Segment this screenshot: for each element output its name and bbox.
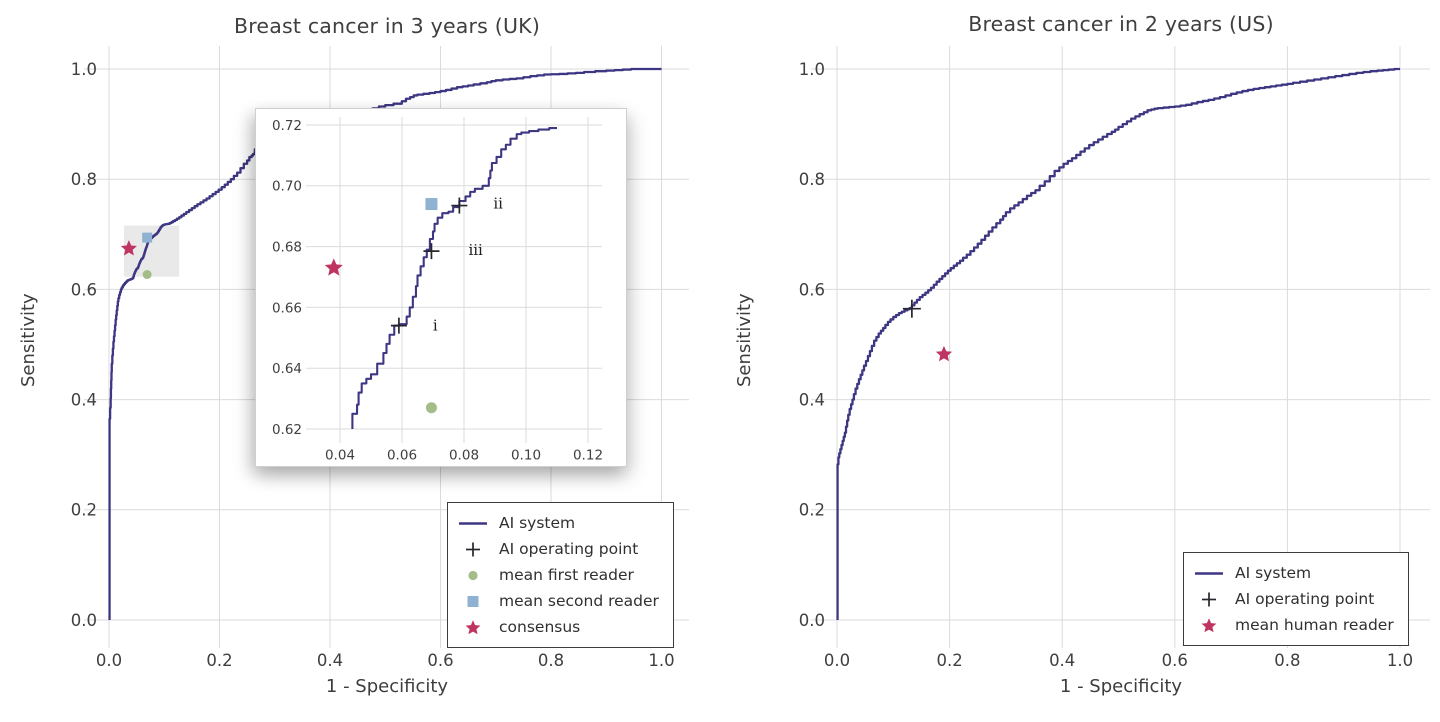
operating-point-label: i bbox=[433, 317, 438, 335]
y-tick-label: 1.0 bbox=[799, 60, 825, 79]
legend-item-label: AI operating point bbox=[499, 540, 639, 558]
legend-item-ai-operating-point: AI operating point bbox=[456, 537, 659, 561]
legend-item-mean-first-reader: mean first reader bbox=[456, 563, 659, 587]
plus-marker bbox=[390, 317, 407, 334]
legend-item-ai-system: AI system bbox=[1192, 561, 1394, 585]
x-tick-label: 1.0 bbox=[648, 651, 674, 670]
legend-line-icon bbox=[459, 521, 487, 525]
operating-point-label: iii bbox=[468, 241, 483, 259]
x-tick-label: 0.8 bbox=[538, 651, 564, 670]
roc-curve-ai-system bbox=[351, 126, 557, 429]
y-tick-label: 0.2 bbox=[71, 501, 97, 520]
legend-plus-icon bbox=[1202, 592, 1216, 606]
plus-marker bbox=[423, 243, 440, 260]
x-tick-label: 0.6 bbox=[1162, 651, 1188, 670]
legend-star-icon bbox=[1201, 617, 1217, 632]
legend-plus-icon bbox=[466, 542, 480, 556]
legend-item-label: mean human reader bbox=[1235, 616, 1394, 634]
y-tick-label: 0.2 bbox=[799, 501, 825, 520]
y-tick-label: 0.6 bbox=[799, 280, 825, 299]
dot-marker bbox=[425, 402, 437, 414]
plus-marker bbox=[451, 197, 468, 214]
legend-item-label: consensus bbox=[499, 618, 581, 636]
y-tick-label: 0.68 bbox=[272, 239, 302, 255]
y-axis-label-uk: Sensitivity bbox=[18, 293, 39, 388]
y-tick-label: 0.8 bbox=[799, 170, 825, 189]
legend-item-mean-second-reader: mean second reader bbox=[456, 589, 659, 613]
x-tick-label: 0.0 bbox=[96, 651, 122, 670]
legend-item-label: mean second reader bbox=[499, 592, 659, 610]
legend-line-icon bbox=[1195, 571, 1223, 575]
legend-item-label: AI system bbox=[1235, 564, 1312, 582]
legend-square-icon bbox=[467, 595, 479, 607]
x-tick-label: 0.12 bbox=[573, 448, 603, 464]
plus-marker bbox=[902, 299, 921, 318]
y-tick-label: 0.6 bbox=[71, 280, 97, 299]
plot-title-uk: Breast cancer in 3 years (UK) bbox=[233, 14, 541, 38]
roc-curve-ai-system bbox=[836, 67, 1400, 620]
y-tick-label: 0.64 bbox=[272, 361, 302, 377]
x-tick-label: 0.4 bbox=[317, 651, 343, 670]
x-tick-label: 0.8 bbox=[1274, 651, 1300, 670]
plot-title-us: Breast cancer in 2 years (US) bbox=[968, 12, 1274, 36]
x-tick-label: 0.2 bbox=[206, 651, 232, 670]
legend-us: AI system AI operating point mean human re… bbox=[1183, 552, 1409, 646]
y-tick-label: 0.66 bbox=[272, 300, 302, 316]
inset-canvas: 0.04 0.06 0.08 0.10 0.12 0.62 0.64 0.66 0.68 0.70… bbox=[272, 117, 603, 464]
legend-item-ai-system: AI system bbox=[456, 511, 659, 535]
square-marker bbox=[425, 198, 438, 211]
y-tick-label: 0.72 bbox=[272, 118, 302, 134]
x-tick-label: 0.04 bbox=[325, 448, 355, 464]
legend-item-label: AI system bbox=[499, 514, 576, 532]
y-axis-label-us: Sensitivity bbox=[734, 293, 755, 388]
square-marker bbox=[142, 232, 153, 243]
x-tick-label: 0.2 bbox=[936, 651, 962, 670]
y-tick-label: 1.0 bbox=[71, 60, 97, 79]
legend-star-icon bbox=[465, 619, 481, 634]
legend-item-label: mean first reader bbox=[499, 566, 634, 584]
inset-zoom-panel: 0.04 0.06 0.08 0.10 0.12 0.62 0.64 0.66 0.68 0.70… bbox=[255, 108, 627, 467]
y-tick-label: 0.0 bbox=[71, 611, 97, 630]
x-tick-label: 0.4 bbox=[1049, 651, 1075, 670]
x-axis-label-us: 1 - Specificity bbox=[1059, 676, 1183, 697]
y-tick-label: 0.62 bbox=[272, 422, 302, 438]
operating-point-label: ii bbox=[493, 195, 503, 213]
legend-item-consensus: consensus bbox=[456, 615, 659, 639]
legend-item-label: AI operating point bbox=[1235, 590, 1375, 608]
x-axis-label-uk: 1 - Specificity bbox=[325, 676, 449, 697]
y-tick-label: 0.4 bbox=[71, 391, 97, 410]
legend-uk: AI system AI operating point mean first re… bbox=[447, 502, 674, 648]
x-tick-label: 1.0 bbox=[1387, 651, 1413, 670]
y-tick-label: 0.4 bbox=[799, 391, 825, 410]
x-tick-label: 0.08 bbox=[449, 448, 479, 464]
legend-item-mean-human-reader: mean human reader bbox=[1192, 613, 1394, 637]
legend-item-ai-operating-point: AI operating point bbox=[1192, 587, 1394, 611]
x-tick-label: 0.10 bbox=[511, 448, 541, 464]
dot-marker bbox=[142, 270, 152, 280]
star-marker bbox=[935, 345, 953, 362]
x-tick-label: 0.06 bbox=[387, 448, 417, 464]
x-tick-label: 0.6 bbox=[427, 651, 453, 670]
x-tick-label: 0.0 bbox=[824, 651, 850, 670]
y-tick-label: 0.8 bbox=[71, 170, 97, 189]
y-tick-label: 0.0 bbox=[799, 611, 825, 630]
legend-dot-icon bbox=[468, 570, 478, 580]
y-tick-label: 0.70 bbox=[272, 179, 302, 195]
star-marker bbox=[324, 258, 343, 276]
roc-curve-ai-system bbox=[108, 67, 662, 620]
star-marker bbox=[120, 240, 137, 256]
